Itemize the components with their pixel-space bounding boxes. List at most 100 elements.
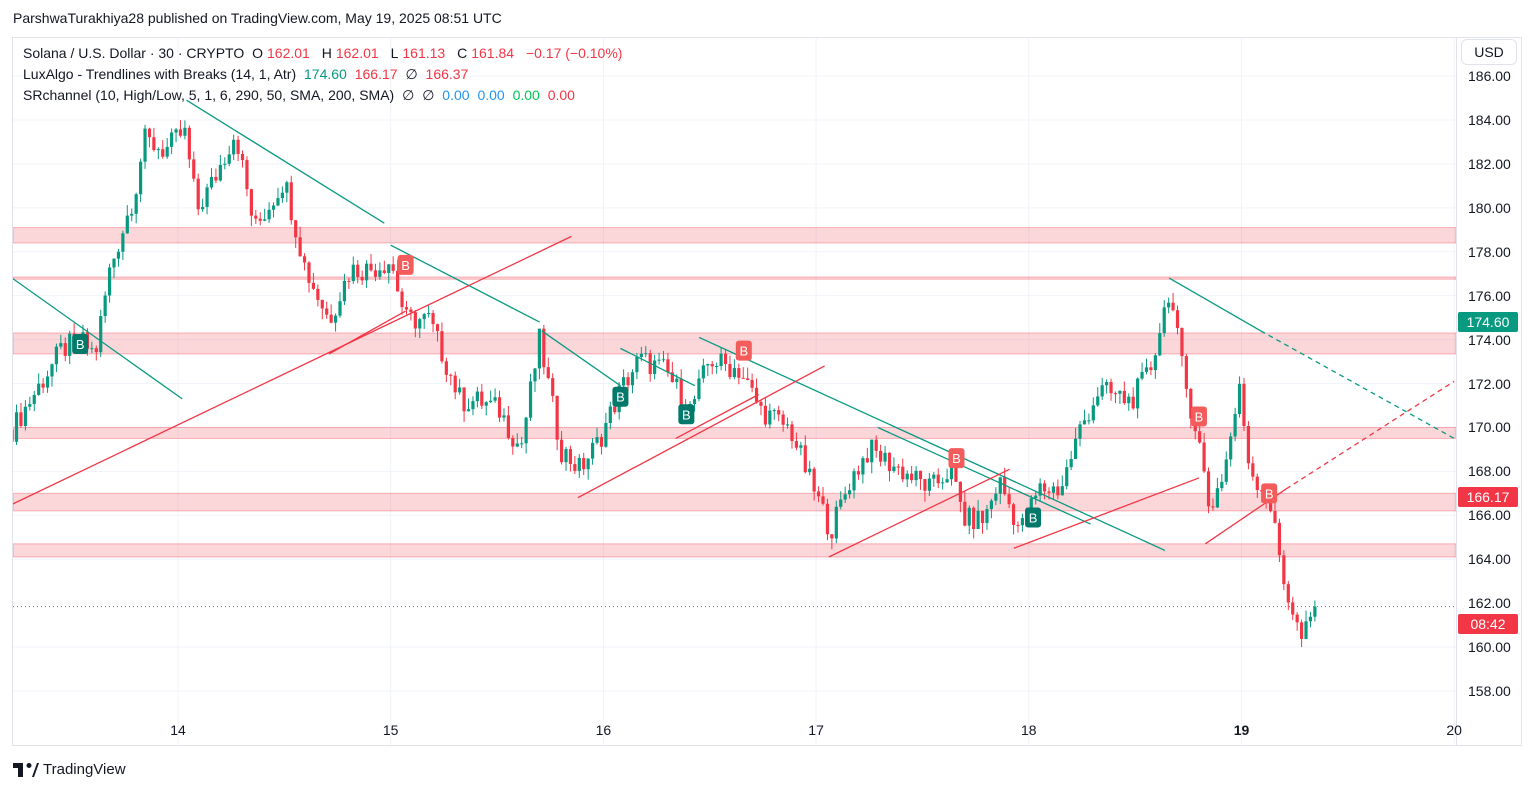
candle-body <box>923 479 927 491</box>
candle-body <box>861 458 865 475</box>
candle-body <box>1180 328 1184 357</box>
candle-body <box>152 137 156 151</box>
break-label-text: B <box>952 451 961 466</box>
candle-body <box>453 375 457 393</box>
candle-body <box>670 372 674 383</box>
price-tick-label: 172.00 <box>1468 375 1511 392</box>
candle-body <box>276 198 280 206</box>
indicator-value: ∅ <box>422 87 435 103</box>
candle-body <box>356 264 360 277</box>
candle-body <box>1246 426 1251 464</box>
indicator-title[interactable]: LuxAlgo - Trendlines with Breaks (14, 1,… <box>23 66 297 82</box>
candle-body <box>568 449 573 464</box>
candle-body <box>161 149 165 157</box>
up-trendline <box>577 365 825 499</box>
candle-body <box>1082 420 1087 425</box>
tradingview-logo[interactable]: TradingView <box>13 761 126 778</box>
ohlc-low: L 161.13 <box>391 45 450 61</box>
candle-body <box>107 267 112 296</box>
candle-body <box>1034 495 1038 499</box>
candle-body <box>99 316 103 353</box>
candle-body <box>653 360 657 375</box>
candle-body <box>351 264 355 282</box>
candle-body <box>254 215 258 219</box>
candle-body <box>1215 488 1219 508</box>
candle-body <box>582 457 586 470</box>
break-label-badge <box>1190 406 1207 427</box>
indicator-value: 0.00 <box>442 87 470 103</box>
candle-body <box>524 417 528 444</box>
price-tick-label: 182.00 <box>1468 155 1511 172</box>
candle-body <box>125 215 129 234</box>
candle-body <box>1149 367 1153 371</box>
candle-body <box>497 397 502 418</box>
candle-body <box>1175 310 1180 329</box>
candle-body <box>1233 414 1237 437</box>
ohlc-high: H 162.01 <box>322 45 383 61</box>
candle-body <box>1118 390 1122 394</box>
break-label-text: B <box>1029 510 1038 525</box>
candle-body <box>245 160 249 190</box>
candle-body <box>329 314 333 323</box>
candle-body <box>19 412 23 427</box>
candle-body <box>1144 367 1149 372</box>
candle-body <box>812 468 816 492</box>
candle-body <box>369 263 373 271</box>
candle-body <box>949 466 954 480</box>
indicator-value: 0.00 <box>477 87 505 103</box>
down-trendline <box>1168 277 1261 332</box>
candle-body <box>271 205 276 210</box>
candle-body <box>1122 390 1126 404</box>
sr-zone <box>13 227 1456 244</box>
candle-body <box>440 331 444 362</box>
candle-body <box>790 424 794 442</box>
indicator-title[interactable]: SRchannel (10, High/Low, 5, 1, 6, 290, 5… <box>23 87 395 103</box>
legend-indicator-srchannel[interactable]: SRchannel (10, High/Low, 5, 1, 6, 290, 5… <box>23 87 579 104</box>
candle-body <box>1020 517 1025 526</box>
candle-body <box>400 291 404 308</box>
candle-body <box>249 189 253 216</box>
candle-body <box>59 343 63 347</box>
candle-body <box>657 359 661 361</box>
candle-body <box>892 466 896 472</box>
candle-body <box>595 437 599 443</box>
price-tick-label: 164.00 <box>1468 551 1511 568</box>
time-tick-label: 17 <box>808 722 824 738</box>
candle-body <box>1242 383 1246 427</box>
indicator-value: 166.17 <box>354 66 398 82</box>
candle-body <box>520 443 524 445</box>
down-trendline <box>541 330 621 387</box>
candle-body <box>387 264 391 273</box>
candle-body <box>475 391 479 402</box>
candle-body <box>856 471 861 475</box>
candle-body <box>267 209 271 220</box>
candle-body <box>156 149 160 151</box>
break-label-badge <box>397 254 414 275</box>
legend-symbol-row[interactable]: Solana / U.S. Dollar · 30 · CRYPTO O 162.… <box>23 45 626 61</box>
candle-body <box>879 450 883 462</box>
candle-body <box>218 164 222 181</box>
candle-body <box>843 494 847 500</box>
currency-button[interactable]: USD <box>1461 39 1517 65</box>
candle-body <box>528 381 533 418</box>
time-tick-label: 19 <box>1233 722 1250 738</box>
candle-body <box>515 443 519 447</box>
legend-indicator-luxalgo[interactable]: LuxAlgo - Trendlines with Breaks (14, 1,… <box>23 66 472 83</box>
candle-body <box>719 353 723 366</box>
candle-body <box>781 414 785 425</box>
up-trendline <box>675 393 759 439</box>
symbol-title[interactable]: Solana / U.S. Dollar · 30 · CRYPTO <box>23 45 245 61</box>
candle-body <box>45 376 50 388</box>
candle-body <box>458 387 462 393</box>
candle-body <box>998 477 1002 494</box>
high-value: 162.01 <box>335 45 379 61</box>
candle-body <box>590 442 595 459</box>
candle-body <box>480 391 484 406</box>
candle-body <box>178 129 183 136</box>
candle-body <box>1304 621 1308 639</box>
candle-body <box>1167 302 1171 308</box>
ohlc-open: O 162.01 <box>252 45 314 61</box>
candle-body <box>391 264 395 271</box>
candle-body <box>635 357 639 373</box>
